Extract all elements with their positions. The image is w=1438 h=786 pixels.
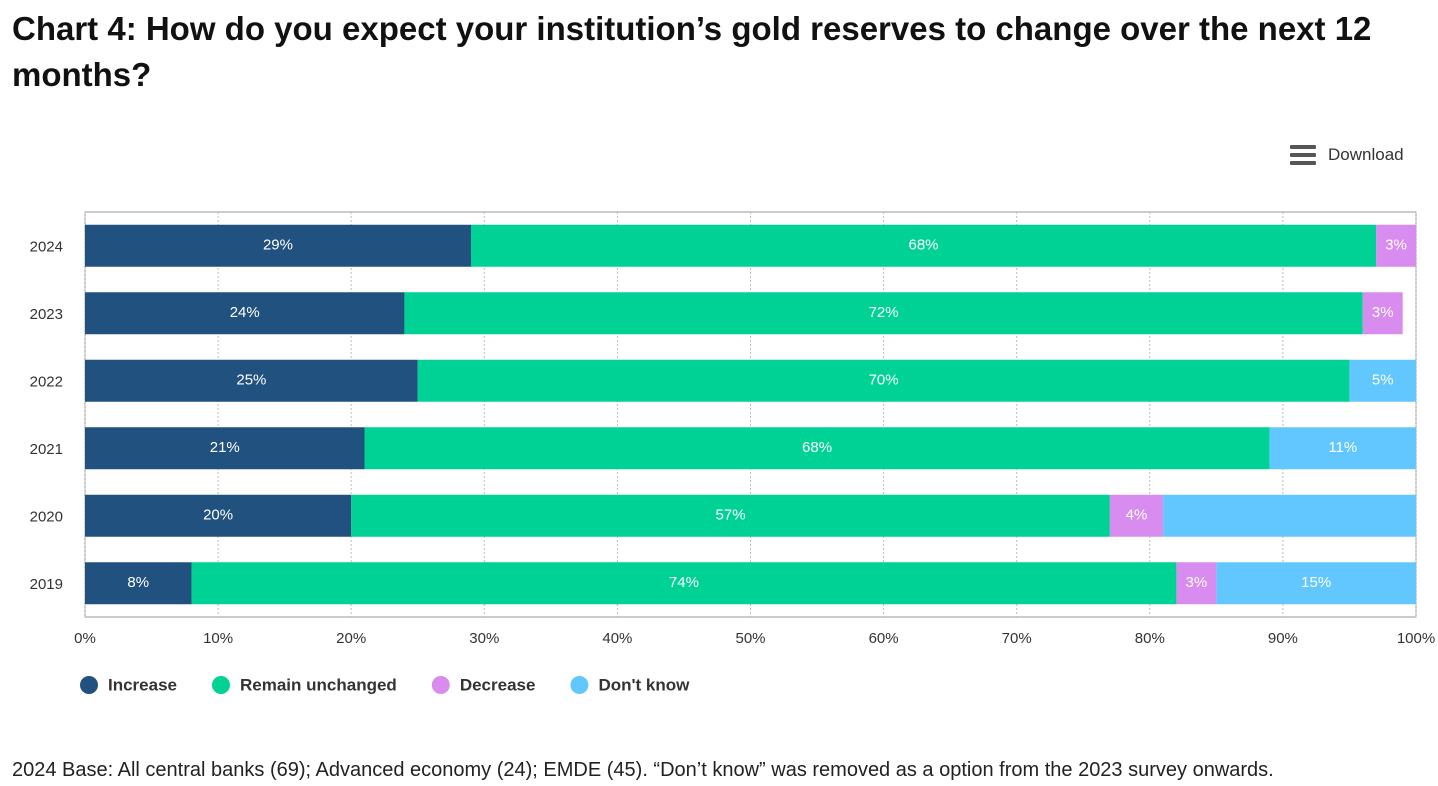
data-label: 57% [716,507,746,524]
x-tick-label: 80% [1135,630,1165,647]
bar-segment [85,359,418,402]
y-tick-label: 2021 [30,441,63,458]
bar-segment [85,562,192,605]
bar-segment [85,292,405,335]
legend-label: Increase [108,675,177,694]
data-label: 29% [263,237,293,254]
x-tick-label: 10% [203,630,233,647]
data-label: 20% [203,507,233,524]
legend-label: Remain unchanged [240,675,397,694]
y-tick-label: 2019 [30,576,63,593]
data-label: 24% [230,304,260,321]
x-tick-label: 90% [1268,630,1298,647]
data-label: 5% [1372,372,1394,389]
data-label: 3% [1385,237,1407,254]
x-tick-label: 100% [1397,630,1435,647]
y-tick-label: 2024 [30,239,63,256]
chart: 0% 10% 20% 30% 40% 50% 60% 70% 80% 90% 100% 2024 29%… [30,211,1435,694]
data-label: 11% [1328,439,1357,456]
y-tick-label: 2023 [30,306,63,323]
data-label: 25% [236,372,266,389]
bar-segment [364,427,1270,470]
bar-segment [191,562,1177,605]
bar-segment [85,427,365,470]
legend-marker [570,676,589,694]
data-label: 68% [802,439,832,456]
bar-segment [1176,562,1217,605]
data-label: 68% [909,237,939,254]
download-button[interactable]: Download [1290,144,1404,166]
legend-marker [431,676,450,694]
legend-label: Don't know [598,675,690,694]
y-tick-label: 2022 [30,374,63,391]
bar-segment [351,494,1110,537]
chart-title: Chart 4: How do you expect your institut… [12,10,1372,93]
x-tick-label: 40% [602,630,632,647]
y-tick-label: 2020 [30,509,63,526]
bar-segment [1216,562,1416,605]
bar-segment [85,494,352,537]
x-tick-label: 20% [336,630,366,647]
bar-segment [1376,224,1416,267]
download-label: Download [1328,145,1404,164]
data-label: 3% [1186,574,1208,591]
legend-marker [80,676,98,694]
x-tick-label: 60% [869,630,899,647]
footnote: 2024 Base: All central banks (69); Advan… [12,759,1274,781]
data-label: 8% [127,574,149,591]
data-label: 21% [210,439,240,456]
legend-label: Decrease [460,675,536,694]
legend-marker [212,676,230,694]
bar-segment [470,224,1377,267]
bar-segment [1269,427,1416,470]
x-tick-label: 30% [469,630,499,647]
bar-segment [85,224,471,267]
bar-segment [1163,494,1416,537]
bar-segment [404,292,1363,335]
bar-segment [1349,359,1416,402]
data-label: 15% [1301,574,1331,591]
menu-icon [1290,145,1316,165]
data-label: 4% [1126,507,1148,524]
data-label: 72% [869,304,899,321]
bar-segment [1109,494,1164,537]
bar-segment [417,359,1350,402]
data-label: 74% [669,574,699,591]
data-label: 3% [1372,304,1394,321]
bar-segment [1362,292,1403,335]
data-label: 70% [869,372,899,389]
x-tick-label: 50% [735,630,765,647]
x-tick-label: 70% [1002,630,1032,647]
x-tick-label: 0% [74,630,96,647]
